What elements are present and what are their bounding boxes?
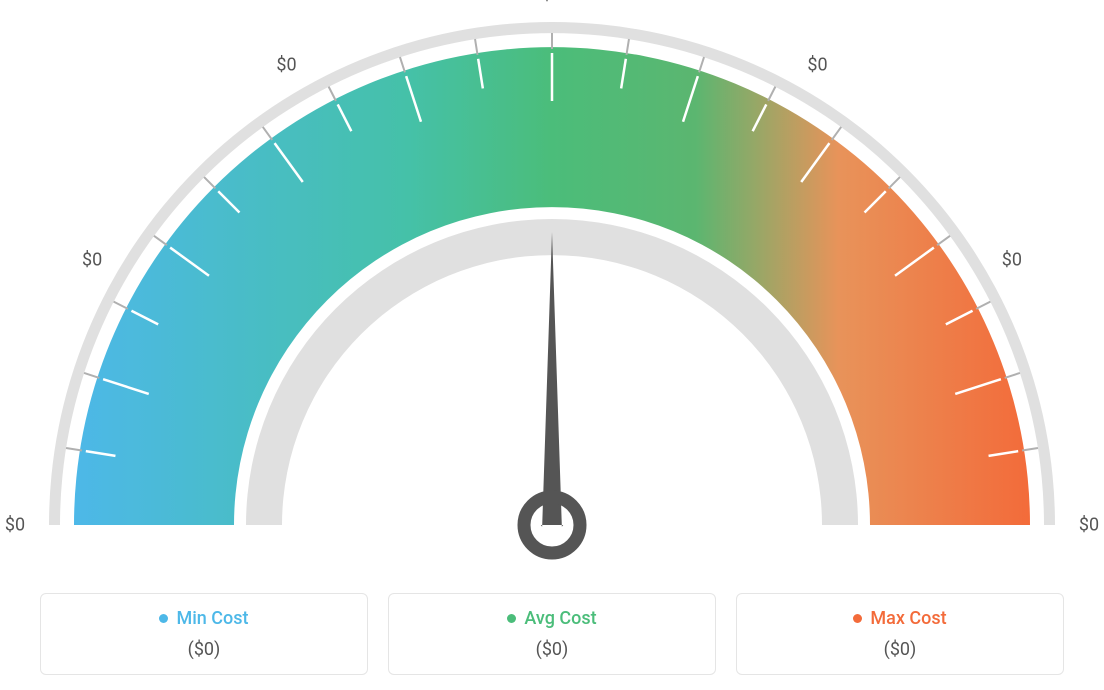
- legend-max-header: Max Cost: [747, 608, 1053, 629]
- gauge-tick-label: $0: [1079, 515, 1099, 536]
- legend-max-dot: [853, 614, 862, 623]
- legend-min-dot: [159, 614, 168, 623]
- gauge-tick-label: $0: [276, 55, 296, 76]
- legend-avg-dot: [507, 614, 516, 623]
- legend-row: Min Cost ($0) Avg Cost ($0) Max Cost ($0…: [40, 593, 1064, 675]
- gauge-tick-label: $0: [807, 55, 827, 76]
- gauge-tick-label: $0: [5, 515, 25, 536]
- legend-avg-header: Avg Cost: [399, 608, 705, 629]
- legend-card-avg: Avg Cost ($0): [388, 593, 716, 675]
- legend-avg-label: Avg Cost: [524, 608, 596, 629]
- gauge-chart-container: $0 $0 $0 $0 $0 $0 $0 Min Cost ($0) Avg Cost ($…: [0, 0, 1104, 690]
- legend-min-label: Min Cost: [176, 608, 248, 629]
- gauge-svg: [0, 0, 1104, 690]
- legend-min-header: Min Cost: [51, 608, 357, 629]
- gauge-tick-label: $0: [542, 0, 562, 5]
- legend-max-value: ($0): [747, 639, 1053, 660]
- legend-max-label: Max Cost: [870, 608, 946, 629]
- legend-min-value: ($0): [51, 639, 357, 660]
- legend-avg-value: ($0): [399, 639, 705, 660]
- gauge-tick-label: $0: [1002, 249, 1022, 270]
- gauge-tick-label: $0: [82, 249, 102, 270]
- legend-card-min: Min Cost ($0): [40, 593, 368, 675]
- legend-card-max: Max Cost ($0): [736, 593, 1064, 675]
